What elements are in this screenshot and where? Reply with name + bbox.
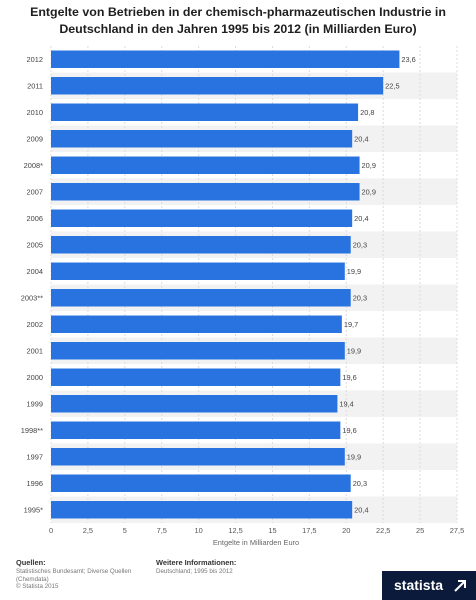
x-tick-label: 25 bbox=[416, 526, 424, 535]
bar bbox=[51, 183, 360, 201]
bar bbox=[51, 236, 351, 254]
category-label: 2005 bbox=[27, 240, 43, 249]
bar bbox=[51, 501, 353, 519]
category-label: 2009 bbox=[27, 134, 43, 143]
value-label: 19,4 bbox=[339, 399, 353, 408]
sources-text: Statistisches Bundesamt; Diverse Quellen… bbox=[16, 568, 131, 591]
bar bbox=[51, 342, 345, 360]
value-label: 20,4 bbox=[354, 505, 368, 514]
x-tick-label: 7,5 bbox=[157, 526, 167, 535]
bar bbox=[51, 421, 341, 439]
category-label: 2006 bbox=[27, 214, 43, 223]
bar bbox=[51, 77, 384, 95]
category-label: 2001 bbox=[27, 346, 43, 355]
bar bbox=[51, 156, 360, 174]
bar bbox=[51, 474, 351, 492]
value-label: 19,6 bbox=[342, 373, 356, 382]
x-tick-label: 27,5 bbox=[450, 526, 464, 535]
value-label: 20,3 bbox=[353, 240, 367, 249]
brand-name: statista bbox=[394, 577, 444, 593]
category-label: 1999 bbox=[27, 399, 43, 408]
value-label: 20,9 bbox=[362, 187, 376, 196]
footer: Quellen: Statistisches Bundesamt; Divers… bbox=[0, 556, 476, 600]
bar bbox=[51, 262, 345, 280]
category-label: 2000 bbox=[27, 373, 43, 382]
value-label: 19,6 bbox=[342, 426, 356, 435]
x-tick-label: 0 bbox=[49, 526, 53, 535]
bar bbox=[51, 130, 353, 148]
bar bbox=[51, 209, 353, 227]
value-label: 20,4 bbox=[354, 134, 368, 143]
x-tick-label: 20 bbox=[342, 526, 350, 535]
value-label: 19,9 bbox=[347, 346, 361, 355]
category-label: 2012 bbox=[27, 55, 43, 64]
bar bbox=[51, 368, 341, 386]
x-tick-label: 2,5 bbox=[83, 526, 93, 535]
value-label: 23,6 bbox=[401, 55, 415, 64]
sources-line: © Statista 2015 bbox=[16, 583, 59, 591]
category-label: 2008* bbox=[24, 161, 43, 170]
x-tick-label: 17,5 bbox=[302, 526, 316, 535]
bar bbox=[51, 448, 345, 466]
value-label: 19,7 bbox=[344, 320, 358, 329]
bar bbox=[51, 50, 400, 68]
sources-line: Statistisches Bundesamt; Diverse Quellen bbox=[16, 568, 132, 575]
bar bbox=[51, 103, 359, 121]
category-label: 1996 bbox=[27, 479, 43, 488]
value-label: 19,9 bbox=[347, 452, 361, 461]
category-label: 2007 bbox=[27, 187, 43, 196]
value-label: 20,4 bbox=[354, 214, 368, 223]
value-label: 20,3 bbox=[353, 479, 367, 488]
x-axis-title: Entgelte in Milliarden Euro bbox=[213, 538, 299, 547]
category-label: 2011 bbox=[27, 81, 43, 90]
x-tick-label: 22,5 bbox=[376, 526, 390, 535]
bar bbox=[51, 395, 338, 413]
bar bbox=[51, 315, 342, 333]
x-tick-label: 12,5 bbox=[228, 526, 242, 535]
category-label: 2002 bbox=[27, 320, 43, 329]
info-text: Deutschland; 1995 bis 2012 bbox=[156, 568, 233, 576]
category-label: 1998** bbox=[21, 426, 43, 435]
statista-logo[interactable]: statista bbox=[382, 571, 476, 600]
category-label: 2003** bbox=[21, 293, 43, 302]
value-label: 19,9 bbox=[347, 267, 361, 276]
value-label: 20,8 bbox=[360, 108, 374, 117]
category-label: 2004 bbox=[27, 267, 43, 276]
info-heading: Weitere Informationen: bbox=[156, 558, 237, 567]
value-label: 20,3 bbox=[353, 293, 367, 302]
category-label: 1997 bbox=[27, 452, 43, 461]
chart-title: Entgelte von Betrieben in der chemisch-p… bbox=[30, 5, 446, 36]
value-label: 22,5 bbox=[385, 81, 399, 90]
sources-line: (Chemdata) bbox=[16, 575, 49, 583]
x-tick-label: 15 bbox=[268, 526, 276, 535]
bar bbox=[51, 289, 351, 307]
category-label: 1995* bbox=[24, 505, 43, 514]
value-label: 20,9 bbox=[362, 161, 376, 170]
x-tick-label: 10 bbox=[195, 526, 203, 535]
x-tick-label: 5 bbox=[123, 526, 127, 535]
statista-arrow-icon bbox=[454, 580, 466, 592]
sources-heading: Quellen: bbox=[16, 558, 46, 567]
info-line: Deutschland; 1995 bis 2012 bbox=[156, 568, 233, 575]
category-label: 2010 bbox=[27, 108, 43, 117]
